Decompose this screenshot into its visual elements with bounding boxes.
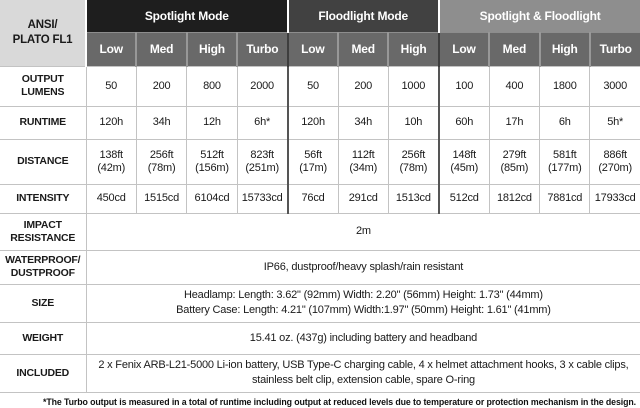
spec-row-distance: DISTANCE 138ft (42m) 256ft (78m) 512ft (… [0, 138, 640, 185]
group-header-spotlight-mode: Spotlight Mode [85, 0, 288, 33]
mode-header: Low [86, 32, 137, 66]
spec-cell: 15733cd [236, 183, 289, 214]
mode-header: Turbo [236, 32, 288, 66]
spec-cell: 2m [85, 212, 640, 251]
spec-row-weight: WEIGHT 15.41 oz. (437g) including batter… [0, 321, 640, 355]
spec-cell: 1812cd [488, 183, 541, 214]
spec-cell: 138ft (42m) [85, 138, 137, 185]
row-label: SIZE [0, 283, 87, 323]
spec-row-included: INCLUDED 2 x Fenix ARB-L21-5000 Li-ion b… [0, 353, 640, 393]
spec-cell: 50 [286, 65, 339, 107]
spec-cell: 2000 [236, 65, 289, 107]
group-header-spotlight-and-floodlight: Spotlight & Floodlight [437, 0, 640, 33]
spec-cell: 1513cd [387, 183, 440, 214]
group-header-floodlight-mode: Floodlight Mode [286, 0, 439, 33]
spec-cell: 56ft (17m) [286, 138, 339, 185]
mode-header: Low [286, 32, 338, 66]
spec-table: ANSI/ PLATO FL1 Spotlight Mode Floodligh… [0, 0, 640, 393]
mode-header: Low [437, 32, 490, 66]
spec-cell: 34h [337, 105, 389, 140]
mode-header: Med [135, 32, 187, 66]
spec-cell: 2 x Fenix ARB-L21-5000 Li-ion battery, U… [85, 353, 640, 393]
spec-cell: 120h [286, 105, 339, 140]
spec-cell: 886ft (270m) [589, 138, 640, 185]
row-label: DISTANCE [0, 138, 87, 185]
spec-cell: 3000 [589, 65, 640, 107]
spec-cell: 12h [186, 105, 238, 140]
spec-cell: 200 [135, 65, 188, 107]
mode-header-row: Low Med High Turbo Low Med High Low Med … [0, 32, 640, 66]
spec-row-impact-resistance: IMPACT RESISTANCE 2m [0, 212, 640, 251]
corner-label: ANSI/ PLATO FL1 [0, 0, 87, 67]
spec-cell: 512ft (156m) [186, 138, 238, 185]
spec-cell: 256ft (78m) [135, 138, 188, 185]
spec-cell: 256ft (78m) [387, 138, 440, 185]
spec-cell: 148ft (45m) [437, 138, 490, 185]
mode-header: Med [488, 32, 540, 66]
mode-header: High [387, 32, 439, 66]
row-label: INTENSITY [0, 183, 87, 214]
spec-cell: 50 [85, 65, 137, 107]
turbo-footnote: *The Turbo output is measured in a total… [43, 396, 636, 407]
spec-cell: 279ft (85m) [488, 138, 541, 185]
spec-cell: 200 [337, 65, 389, 107]
row-label: OUTPUT LUMENS [0, 65, 87, 107]
spec-cell: 6h [539, 105, 591, 140]
spec-row-size: SIZE Headlamp: Length: 3.62" (92mm) Widt… [0, 283, 640, 323]
spec-cell: 1000 [387, 65, 440, 107]
spec-row-waterproof-dustproof: WATERPROOF/ DUSTPROOF IP66, dustproof/he… [0, 249, 640, 285]
spec-cell: 5h* [589, 105, 640, 140]
spec-cell: 17h [488, 105, 541, 140]
spec-cell: 6104cd [186, 183, 238, 214]
row-label: INCLUDED [0, 353, 87, 393]
spec-cell: 450cd [85, 183, 137, 214]
spec-row-intensity: INTENSITY 450cd 1515cd 6104cd 15733cd 76… [0, 183, 640, 214]
mode-header: Turbo [588, 32, 640, 66]
spec-cell: 400 [488, 65, 541, 107]
spec-cell: 823ft (251m) [236, 138, 289, 185]
spec-cell: 112ft (34m) [337, 138, 389, 185]
spec-cell: 120h [85, 105, 137, 140]
spec-cell: 291cd [337, 183, 389, 214]
spec-cell: 100 [437, 65, 490, 107]
row-label: WATERPROOF/ DUSTPROOF [0, 249, 87, 285]
mode-header: High [538, 32, 590, 66]
row-label: IMPACT RESISTANCE [0, 212, 87, 251]
spec-cell: IP66, dustproof/heavy splash/rain resist… [85, 249, 640, 285]
mode-header: High [185, 32, 238, 66]
spec-cell: 581ft (177m) [539, 138, 591, 185]
spec-cell: 10h [387, 105, 440, 140]
spec-cell: 17933cd [589, 183, 640, 214]
row-label: WEIGHT [0, 321, 87, 355]
spec-cell: 6h* [236, 105, 289, 140]
spec-cell: 1515cd [135, 183, 188, 214]
spec-cell: 800 [186, 65, 238, 107]
spec-cell: 34h [135, 105, 188, 140]
group-header-row: ANSI/ PLATO FL1 Spotlight Mode Floodligh… [0, 0, 640, 67]
spec-cell: 76cd [286, 183, 339, 214]
spec-cell: 1800 [539, 65, 591, 107]
spec-cell: Headlamp: Length: 3.62" (92mm) Width: 2.… [85, 283, 640, 323]
spec-cell: 512cd [437, 183, 490, 214]
spec-row-output-lumens: OUTPUT LUMENS 50 200 800 2000 50 200 100… [0, 65, 640, 107]
mode-header: Med [336, 32, 389, 66]
spec-row-runtime: RUNTIME 120h 34h 12h 6h* 120h 34h 10h 60… [0, 105, 640, 140]
row-label: RUNTIME [0, 105, 87, 140]
spec-cell: 15.41 oz. (437g) including battery and h… [85, 321, 640, 355]
spec-cell: 60h [437, 105, 490, 140]
spec-cell: 7881cd [539, 183, 591, 214]
